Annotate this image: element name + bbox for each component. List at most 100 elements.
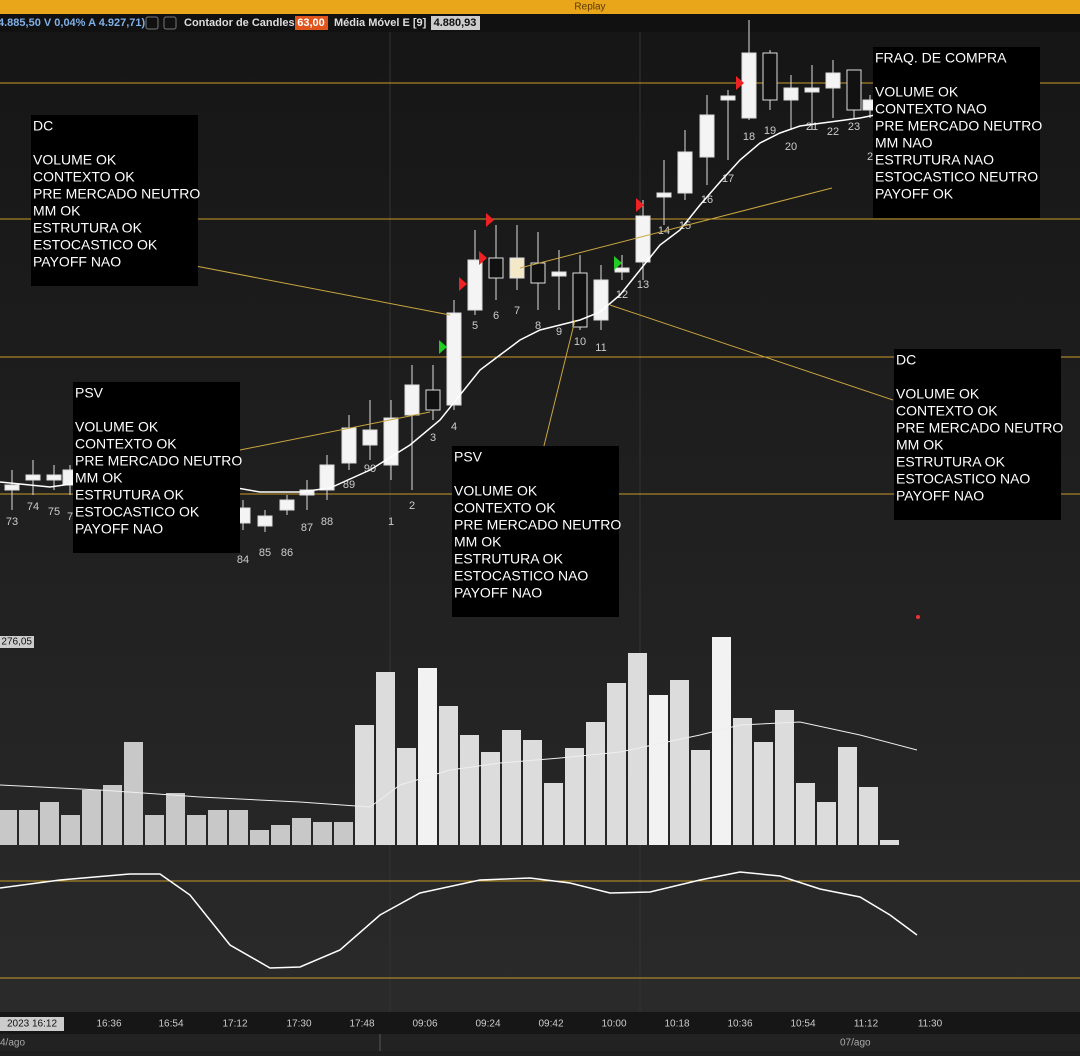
candle-label: 23 <box>848 121 860 133</box>
volume-bar <box>229 810 248 845</box>
candle-body <box>804 87 820 93</box>
volume-bar <box>733 718 752 845</box>
box-line: PAYOFF NAO <box>33 254 121 270</box>
volume-bar <box>145 815 164 845</box>
candle-body <box>593 279 609 321</box>
box-title: PSV <box>75 385 104 401</box>
arrow <box>539 319 576 463</box>
time-label: 09:42 <box>538 1019 563 1030</box>
candle-body <box>656 192 672 198</box>
box-line: ESTOCASTICO OK <box>75 504 200 520</box>
header-bar <box>0 14 1080 32</box>
time-label: 09:06 <box>412 1019 437 1030</box>
candle-label: 8 <box>535 320 541 332</box>
candle-label: 12 <box>616 289 628 301</box>
box-line: VOLUME OK <box>875 84 959 100</box>
candle-body <box>635 215 651 263</box>
volume-bar <box>187 815 206 845</box>
arrow <box>179 262 451 316</box>
box-line: MM OK <box>896 437 944 453</box>
candle-label: 4 <box>451 421 457 433</box>
indicator-badge <box>431 16 480 30</box>
title: Replay <box>574 2 605 13</box>
volume-bar <box>565 748 584 845</box>
box-line: ESTRUTURA OK <box>33 220 143 236</box>
volume-bar <box>292 818 311 845</box>
moving-average <box>0 113 881 493</box>
box-line: ESTRUTURA NAO <box>875 152 994 168</box>
time-label: 17:12 <box>222 1019 247 1030</box>
candle-label: 87 <box>301 522 313 534</box>
button[interactable] <box>163 16 177 30</box>
candle-label: 5 <box>472 320 478 332</box>
candle-label: 20 <box>785 141 797 153</box>
signal <box>636 198 644 212</box>
volume-bar <box>271 825 290 845</box>
box-line: PAYOFF NAO <box>454 585 542 601</box>
box-line: MM NAO <box>875 135 933 151</box>
candle-body <box>341 427 357 464</box>
indicator-label: Média Móvel E [9] <box>334 17 427 29</box>
stochastic <box>0 871 918 969</box>
arrow <box>239 411 431 451</box>
candle-body <box>425 389 441 411</box>
signal <box>486 213 494 227</box>
box-line: PRE MERCADO NEUTRO <box>33 186 200 202</box>
candle-body <box>25 474 41 481</box>
volume-bar <box>334 822 353 845</box>
time-label: 11:12 <box>854 1019 879 1030</box>
candle-body <box>825 72 841 89</box>
button[interactable] <box>145 16 159 30</box>
box-line: ESTRUTURA OK <box>75 487 185 503</box>
candle-label: 75 <box>48 506 60 518</box>
candle-label: 86 <box>281 547 293 559</box>
candle-body <box>551 271 567 277</box>
volume-bar <box>124 742 143 845</box>
candle-label: 13 <box>637 279 649 291</box>
volume-bar <box>82 790 101 845</box>
box-background <box>873 47 1040 218</box>
box-line: MM OK <box>75 470 123 486</box>
candle-body <box>488 257 504 279</box>
volume-bar <box>208 810 227 845</box>
volume-bar <box>502 730 521 845</box>
candle-body <box>362 429 378 446</box>
volume-average <box>0 721 918 808</box>
time-label: 10:18 <box>664 1019 689 1030</box>
candle-body <box>846 69 862 111</box>
volume-bar <box>544 783 563 845</box>
time-label: 17:48 <box>349 1019 374 1030</box>
volume-bar <box>355 725 374 845</box>
box-line: ESTRUTURA OK <box>454 551 564 567</box>
volume-label: 276,05 <box>1 637 32 648</box>
box-line: MM OK <box>454 534 502 550</box>
volume-bar <box>61 815 80 845</box>
box-line: VOLUME OK <box>75 419 159 435</box>
candle-label: 90 <box>364 463 376 475</box>
candle-label: 3 <box>430 432 436 444</box>
time-label: 10:54 <box>790 1019 815 1030</box>
time-label: 11:30 <box>918 1019 943 1030</box>
candle-body <box>257 515 273 527</box>
candle-label: 7 <box>514 305 520 317</box>
box-line: PAYOFF NAO <box>75 521 163 537</box>
candle-label: 74 <box>27 501 39 513</box>
volume-bar <box>313 822 332 845</box>
candle-label: 85 <box>259 547 271 559</box>
quote: 4.885,50 V 0,04% A 4.927,71) <box>0 17 146 29</box>
candle-label: 89 <box>343 479 355 491</box>
box-line: CONTEXTO OK <box>896 403 998 419</box>
indicator-badge <box>295 16 328 30</box>
box-title: DC <box>33 118 53 134</box>
time-label: 16:54 <box>158 1019 183 1030</box>
candle-label: 6 <box>493 310 499 322</box>
time-label: 10:36 <box>727 1019 752 1030</box>
time-axis <box>0 1012 1080 1034</box>
candle-label: 10 <box>574 336 586 348</box>
candle-body <box>720 95 736 101</box>
candle-label: 18 <box>743 131 755 143</box>
time-label: 2023 16:12 <box>7 1019 57 1030</box>
oscillator-panel <box>0 871 1080 979</box>
